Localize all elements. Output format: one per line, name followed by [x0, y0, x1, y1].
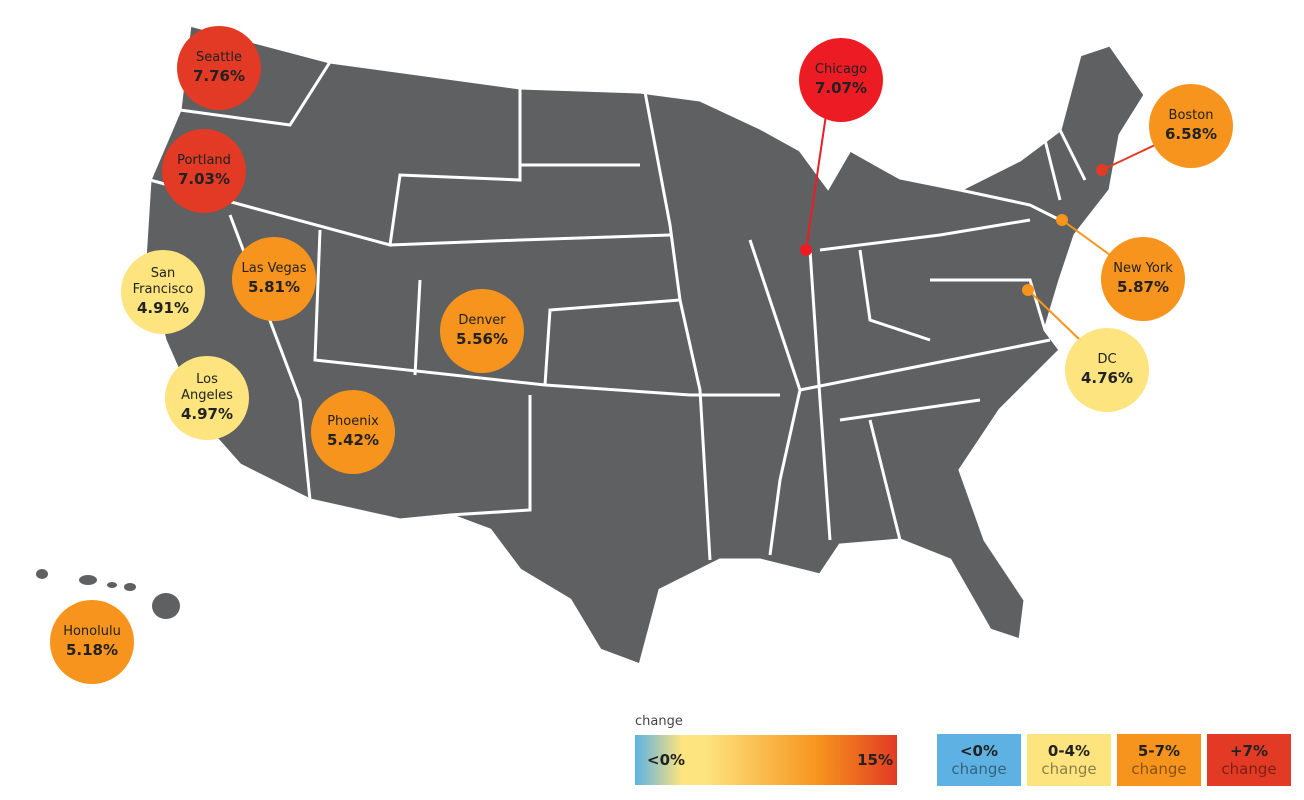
city-value: 5.56%	[455, 330, 509, 348]
city-name: Chicago	[814, 62, 868, 77]
city-value: 5.42%	[326, 431, 380, 449]
city-value: 7.76%	[192, 67, 246, 85]
bin-label: change	[1131, 760, 1187, 778]
city-marker-dc: DC 4.76%	[1065, 328, 1149, 412]
city-marker-chicago: Chicago 7.07%	[799, 38, 883, 122]
legend-bin: 5-7% change	[1117, 734, 1201, 786]
state-borders	[149, 61, 1087, 561]
continental-us	[143, 23, 1147, 667]
city-name: Seattle	[195, 50, 243, 65]
bin-label: change	[1221, 760, 1277, 778]
city-value: 7.07%	[814, 79, 868, 97]
city-marker-denver: Denver 5.56%	[440, 289, 524, 373]
bin-label: change	[951, 760, 1007, 778]
legend-bin: +7% change	[1207, 734, 1291, 786]
city-value: 4.97%	[180, 405, 234, 423]
city-marker-honolulu: Honolulu 5.18%	[50, 600, 134, 684]
gradient-legend: <0% 15%	[635, 735, 897, 785]
city-name: Las Vegas	[241, 261, 307, 276]
leader-lines	[800, 114, 1156, 341]
city-value: 5.81%	[247, 278, 301, 296]
city-value: 7.03%	[177, 170, 231, 188]
city-name: New York	[1113, 261, 1173, 276]
city-marker-phoenix: Phoenix 5.42%	[311, 390, 395, 474]
city-name: Portland	[177, 153, 231, 168]
city-marker-seattle: Seattle 7.76%	[177, 26, 261, 110]
city-value: 4.91%	[136, 299, 190, 317]
city-marker-san-francisco: San Francisco 4.91%	[121, 250, 205, 334]
bin-label: change	[1041, 760, 1097, 778]
gradient-max: 15%	[857, 751, 893, 769]
city-marker-los-angeles: Los Angeles 4.97%	[165, 356, 249, 440]
city-value: 5.18%	[65, 641, 119, 659]
gradient-title: change	[635, 714, 683, 729]
city-value: 4.76%	[1080, 369, 1134, 387]
city-name: Los Angeles	[181, 372, 233, 403]
city-value: 6.58%	[1164, 125, 1218, 143]
bin-range: 0-4%	[1047, 742, 1091, 760]
city-marker-portland: Portland 7.03%	[162, 129, 246, 213]
city-marker-boston: Boston 6.58%	[1149, 84, 1233, 168]
bin-range: +7%	[1229, 742, 1269, 760]
hawaii	[36, 569, 180, 619]
legend-bin: <0% change	[937, 734, 1021, 786]
city-value: 5.87%	[1116, 278, 1170, 296]
city-name: Denver	[458, 313, 506, 328]
city-marker-new-york: New York 5.87%	[1101, 237, 1185, 321]
city-name: Boston	[1168, 108, 1214, 123]
city-name: DC	[1097, 352, 1117, 367]
city-name: San Francisco	[132, 266, 194, 297]
bin-range: <0%	[959, 742, 999, 760]
gradient-min: <0%	[647, 751, 686, 769]
city-name: Honolulu	[63, 624, 121, 639]
bin-range: 5-7%	[1137, 742, 1181, 760]
city-name: Phoenix	[327, 414, 379, 429]
city-marker-las-vegas: Las Vegas 5.81%	[232, 237, 316, 321]
legend-bin: 0-4% change	[1027, 734, 1111, 786]
